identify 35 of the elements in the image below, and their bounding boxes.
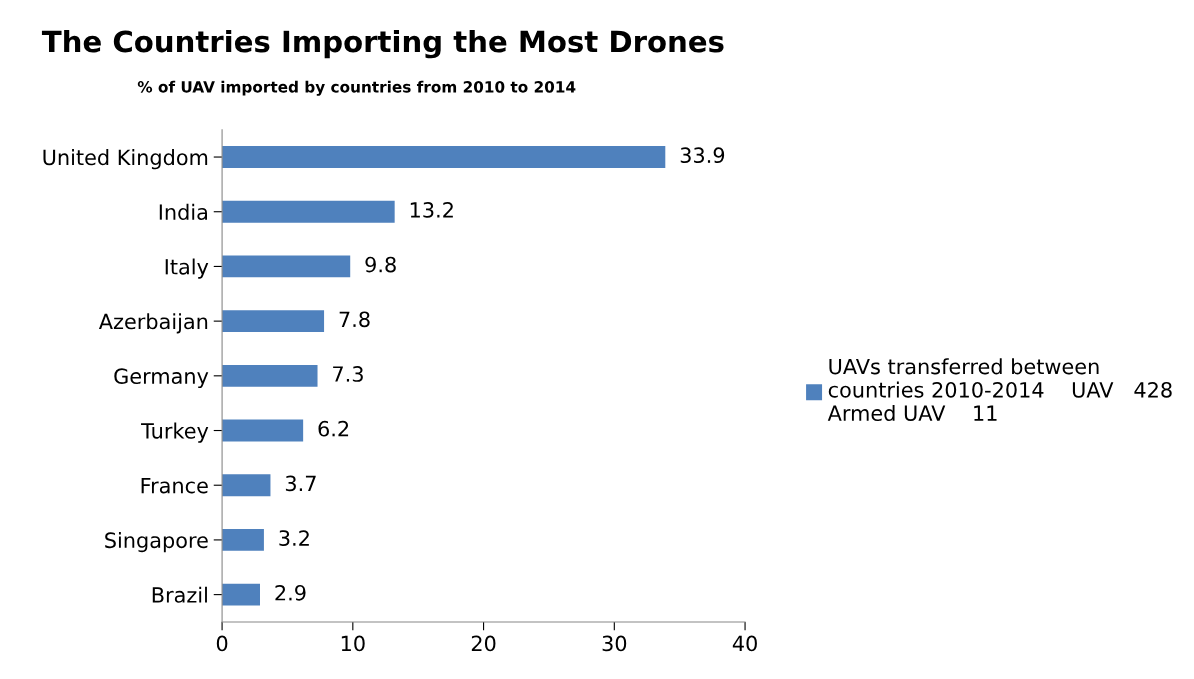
data-label: 6.2 (318, 420, 349, 437)
y-tick-label: France (141, 477, 208, 494)
data-label: 7.8 (339, 311, 370, 328)
bar (222, 310, 325, 333)
bar (222, 200, 395, 223)
y-tick-label: Italy (165, 258, 209, 279)
data-label: 33.9 (680, 147, 725, 164)
y-tick-label: Azerbaijan (98, 313, 208, 334)
data-label: 9.8 (365, 256, 396, 273)
data-label: 3.7 (285, 475, 316, 492)
data-label: 13.2 (410, 202, 453, 218)
legend-label: UAVs transferred between countries 2010-2014 UAV 428 Armed UAV 11 (827, 358, 1172, 422)
x-tick-label: 10 (341, 635, 365, 652)
x-tick-label: 0 (216, 635, 228, 652)
x-tick-label: 20 (471, 635, 496, 652)
y-tick-label: United Kingdom (43, 149, 208, 170)
x-tick-label: 40 (732, 635, 757, 652)
y-tick-label: India (159, 203, 207, 220)
chart-subtitle: % of UAV imported by countries from 2010 to 2014 (137, 80, 576, 96)
data-label: 7.3 (333, 366, 363, 382)
data-label: 2.9 (275, 584, 306, 601)
y-tick-label: Germany (114, 368, 209, 389)
bar (222, 364, 318, 387)
bar (222, 583, 260, 606)
bar (222, 528, 264, 551)
y-tick-label: Singapore (105, 532, 208, 553)
y-tick-label: Brazil (152, 586, 207, 603)
bar (222, 419, 304, 442)
bar (222, 474, 271, 497)
chart-title: The Countries Importing the Most Drones (41, 29, 724, 59)
bar (222, 146, 666, 168)
y-tick-label: Turkey (141, 422, 209, 443)
data-label: 3.2 (279, 530, 309, 546)
bar (222, 255, 351, 278)
x-tick-label: 30 (602, 635, 627, 652)
